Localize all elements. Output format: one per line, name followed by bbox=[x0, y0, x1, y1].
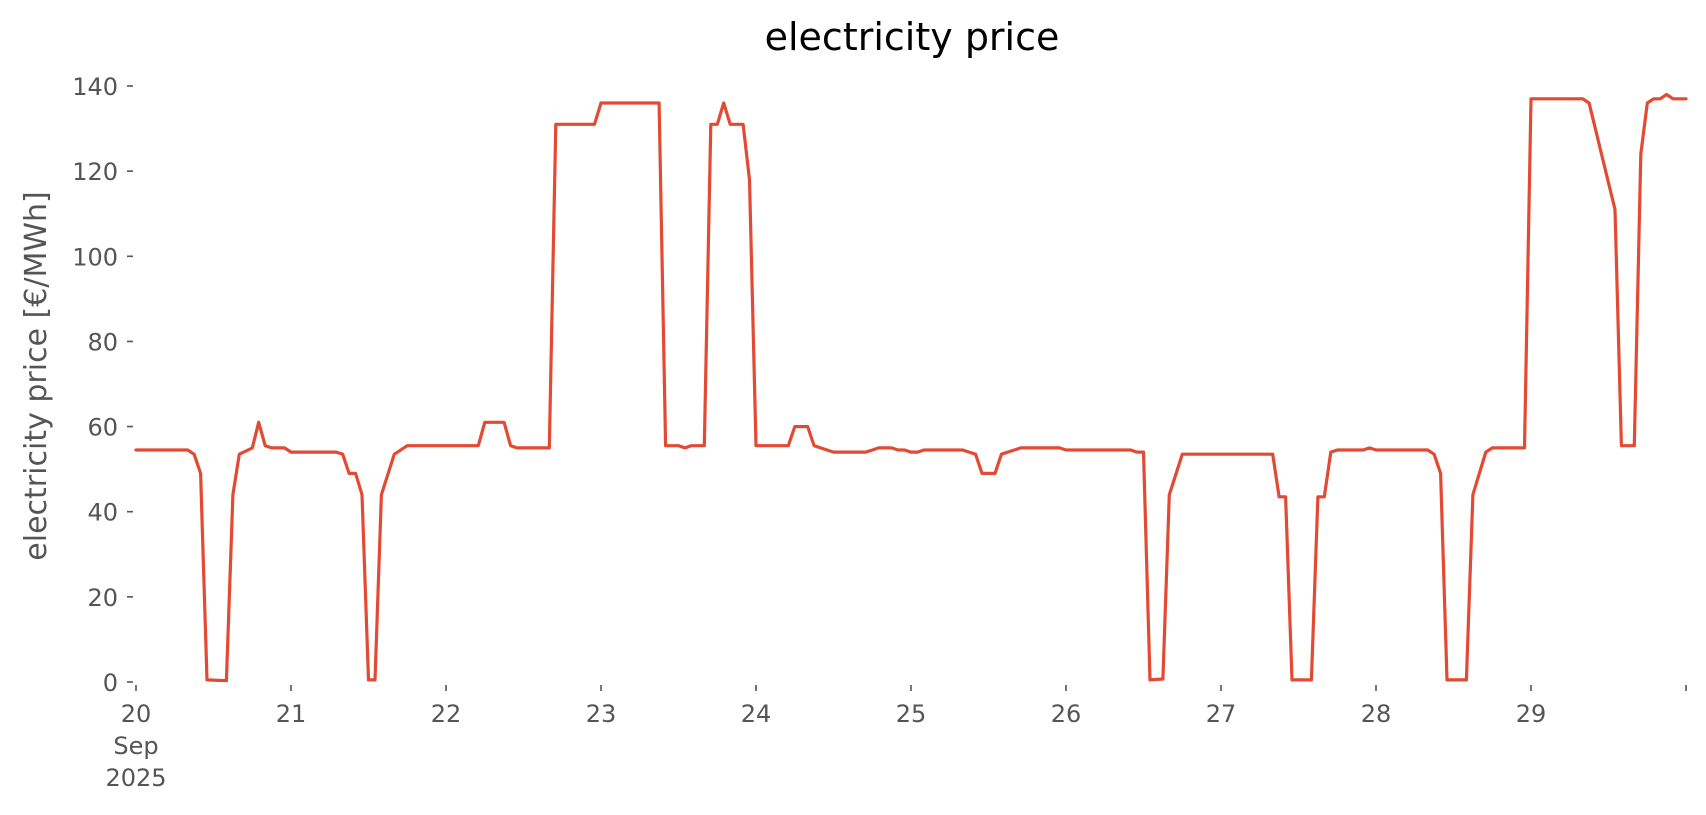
x-axis: 20 Sep 2025 21 22 23 24 25 26 27 28 29 bbox=[105, 685, 1687, 792]
y-tick-label: 20 bbox=[87, 584, 118, 612]
x-tick-label: 26 bbox=[1051, 700, 1082, 728]
x-tick-label: 22 bbox=[431, 700, 462, 728]
y-axis: 0 20 40 60 80 100 120 140 bbox=[72, 73, 133, 697]
x-tick-label: Sep bbox=[113, 732, 158, 760]
x-tick-label: 2025 bbox=[105, 764, 166, 792]
x-tick-label: 28 bbox=[1361, 700, 1392, 728]
y-axis-label: electricity price [€/MWh] bbox=[19, 191, 54, 560]
chart-title: electricity price bbox=[765, 15, 1060, 59]
x-tick-label: 27 bbox=[1206, 700, 1237, 728]
y-tick-label: 40 bbox=[87, 499, 118, 527]
y-tick-label: 100 bbox=[72, 243, 118, 271]
y-tick-label: 0 bbox=[103, 669, 118, 697]
x-tick-label: 20 bbox=[121, 700, 152, 728]
x-tick-label: 29 bbox=[1516, 700, 1547, 728]
x-tick-label: 25 bbox=[896, 700, 927, 728]
x-tick-label: 24 bbox=[741, 700, 772, 728]
x-tick-label: 23 bbox=[586, 700, 617, 728]
price-series-line bbox=[134, 92, 1688, 683]
x-tick-label: 21 bbox=[276, 700, 307, 728]
y-tick-label: 80 bbox=[87, 328, 118, 356]
y-tick-label: 60 bbox=[87, 414, 118, 442]
y-tick-label: 140 bbox=[72, 73, 118, 101]
y-tick-label: 120 bbox=[72, 158, 118, 186]
plot-area bbox=[134, 92, 1688, 683]
